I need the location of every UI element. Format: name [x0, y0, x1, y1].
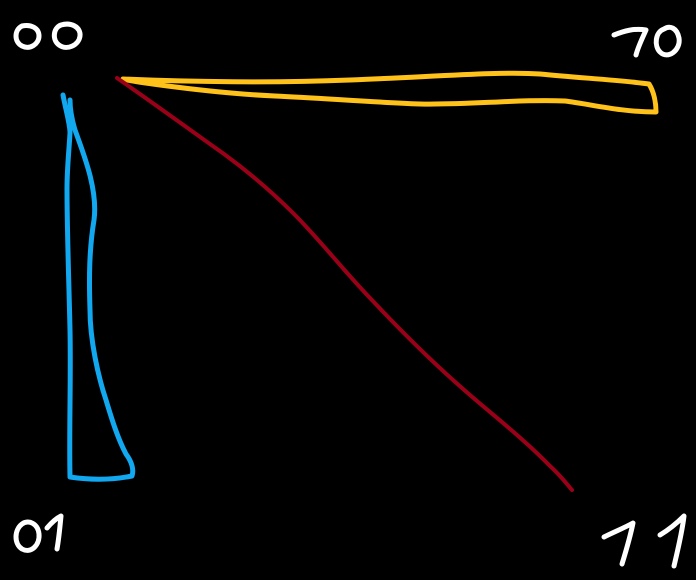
label-00: 00	[0, 0, 83, 50]
red-diagonal-line	[115, 76, 574, 492]
label-00-glyph-2	[51, 21, 83, 50]
yellow-loop	[120, 70, 659, 115]
label-10-glyph-1	[611, 26, 649, 58]
label-10-glyph-2	[653, 24, 682, 58]
label-11-text: 11	[0, 0, 20, 4]
label-01-glyph-2	[44, 513, 64, 552]
label-01: 01	[0, 0, 64, 553]
label-11-glyph-2	[657, 513, 687, 569]
label-01-text: 01	[0, 0, 20, 4]
label-11: 11	[0, 0, 687, 569]
label-10: 10	[0, 0, 682, 58]
label-01-glyph-1	[13, 519, 42, 553]
label-00-text: 00	[0, 0, 20, 4]
label-10-text: 10	[0, 0, 20, 4]
blue-loop	[60, 92, 136, 482]
label-11-glyph-1	[601, 520, 636, 567]
label-00-glyph-1	[13, 23, 42, 50]
